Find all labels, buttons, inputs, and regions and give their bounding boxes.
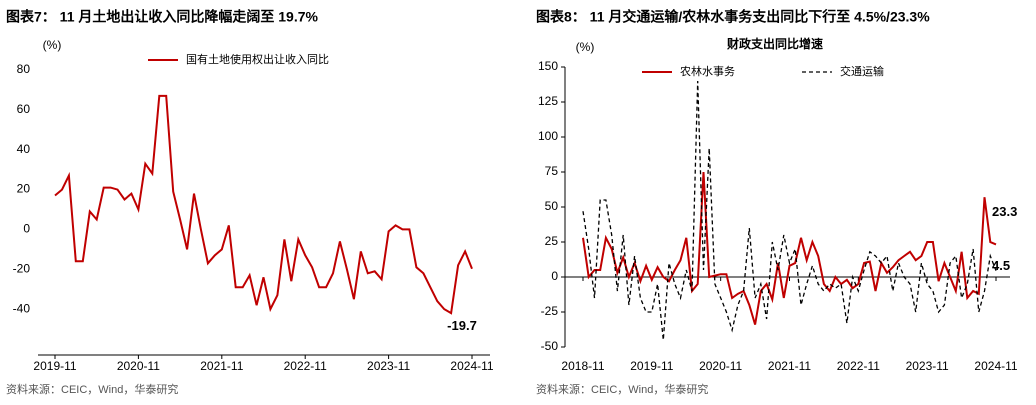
legend-label: 农林水事务 — [680, 64, 735, 78]
y-axis-label: (%) — [43, 38, 62, 52]
y-axis-label: (%) — [576, 40, 595, 54]
legend-label: 国有土地使用权出让收入同比 — [186, 52, 329, 66]
x-tick-label: 2018-11 — [561, 359, 604, 373]
y-tick-label: 0 — [551, 269, 558, 283]
x-tick-label: 2019-11 — [33, 359, 76, 373]
y-tick-label: 150 — [538, 59, 558, 73]
y-tick-label: 40 — [17, 142, 31, 156]
x-tick-label: 2019-11 — [630, 359, 673, 373]
source: 资料来源：CEIC，Wind，华泰研究 — [6, 382, 178, 396]
chart-title: 图表8： 11 月交通运输/农林水事务支出同比下行至 4.5%/23.3% — [536, 9, 930, 25]
y-tick-label: 75 — [545, 164, 559, 178]
x-tick-label: 2023-11 — [367, 359, 410, 373]
legend-label: 交通运输 — [840, 64, 884, 78]
chart-title: 图表7： 11 月土地出让收入同比降幅走阔至 19.7% — [6, 9, 319, 25]
x-tick-label: 2020-11 — [117, 359, 160, 373]
end-label: 4.5 — [992, 258, 1010, 273]
end-label: -19.7 — [447, 318, 477, 333]
y-tick-label: 0 — [23, 222, 30, 236]
x-tick-label: 2022-11 — [284, 359, 327, 373]
series-line — [582, 80, 997, 341]
x-tick-label: 2021-11 — [200, 359, 243, 373]
y-tick-label: 50 — [545, 199, 559, 213]
end-label: 23.3 — [992, 204, 1017, 219]
series-line — [54, 94, 473, 315]
y-tick-label: 100 — [538, 129, 558, 143]
y-tick-label: -50 — [541, 339, 559, 353]
y-tick-label: -25 — [541, 304, 559, 318]
x-tick-label: 2022-11 — [837, 359, 880, 373]
y-tick-label: 125 — [538, 94, 558, 108]
y-tick-label: -40 — [13, 301, 31, 315]
x-tick-label: 2024-11 — [450, 359, 493, 373]
y-tick-label: 80 — [17, 62, 31, 76]
x-tick-label: 2021-11 — [768, 359, 811, 373]
y-tick-label: 60 — [17, 102, 31, 116]
series-line — [582, 171, 997, 325]
chart-subtitle: 财政支出同比增速 — [726, 36, 823, 51]
y-tick-label: -20 — [13, 261, 31, 275]
y-tick-label: 25 — [545, 234, 559, 248]
y-tick-label: 20 — [17, 182, 31, 196]
x-tick-label: 2024-11 — [974, 359, 1017, 373]
source: 资料来源：CEIC，Wind，华泰研究 — [536, 382, 708, 396]
x-tick-label: 2023-11 — [906, 359, 949, 373]
x-tick-label: 2020-11 — [699, 359, 742, 373]
